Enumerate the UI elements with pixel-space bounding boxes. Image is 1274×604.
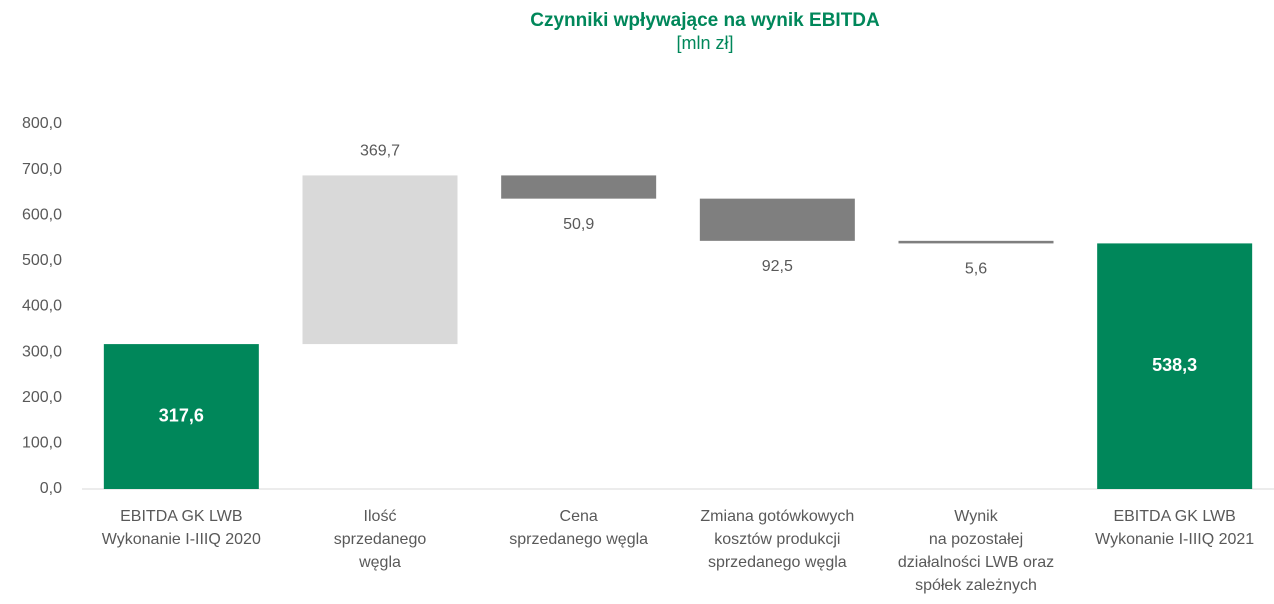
y-tick-label: 700,0 <box>22 161 62 178</box>
x-tick-label: Zmiana gotówkowych <box>700 508 854 525</box>
x-tick-label: na pozostałej <box>929 531 1023 548</box>
value-label: 538,3 <box>1152 355 1197 375</box>
value-label: 92,5 <box>762 258 793 275</box>
y-tick-label: 100,0 <box>22 435 62 452</box>
x-tick-label: EBITDA GK LWB <box>120 508 242 525</box>
chart-subtitle: [mln zł] <box>676 33 733 53</box>
y-tick-label: 600,0 <box>22 206 62 223</box>
bar <box>103 344 259 489</box>
y-tick-label: 400,0 <box>22 298 62 315</box>
y-tick-label: 500,0 <box>22 252 62 269</box>
value-label: 50,9 <box>563 216 594 233</box>
x-tick-label: Wynik <box>954 508 998 525</box>
value-label: 369,7 <box>360 143 400 160</box>
y-tick-label: 0,0 <box>40 480 62 497</box>
x-tick-label: sprzedanego węgla <box>708 554 847 571</box>
y-tick-label: 800,0 <box>22 115 62 132</box>
bar <box>898 240 1054 244</box>
x-tick-label: węgla <box>358 554 401 571</box>
value-label: 5,6 <box>965 261 987 278</box>
y-tick-label: 300,0 <box>22 343 62 360</box>
chart-title: Czynniki wpływające na wynik EBITDA <box>530 10 880 31</box>
x-tick-label: Ilość <box>364 508 397 525</box>
x-tick-label: sprzedanego <box>334 531 427 548</box>
bar <box>1097 243 1253 489</box>
x-tick-label: sprzedanego węgla <box>509 531 648 548</box>
value-label: 317,6 <box>159 405 204 425</box>
x-tick-label: EBITDA GK LWB <box>1113 508 1235 525</box>
bar <box>699 198 855 241</box>
bar <box>501 175 657 199</box>
x-tick-label: Wykonanie I-IIIQ 2021 <box>1095 531 1254 548</box>
x-tick-label: spółek zależnych <box>915 577 1037 594</box>
x-tick-label: działalności LWB oraz <box>898 554 1054 571</box>
x-tick-label: Cena <box>560 508 598 525</box>
bar <box>302 175 458 345</box>
x-tick-label: kosztów produkcji <box>714 531 840 548</box>
x-tick-label: Wykonanie I-IIIQ 2020 <box>102 531 261 548</box>
y-tick-label: 200,0 <box>22 389 62 406</box>
